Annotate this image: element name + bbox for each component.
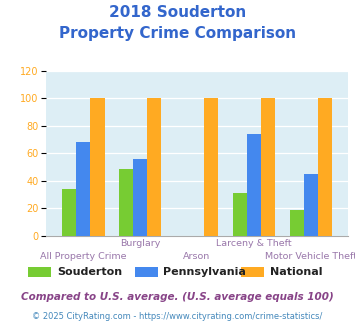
Text: Motor Vehicle Theft: Motor Vehicle Theft bbox=[265, 252, 355, 261]
Text: Property Crime Comparison: Property Crime Comparison bbox=[59, 26, 296, 41]
Bar bbox=[247, 134, 261, 236]
Bar bbox=[147, 98, 162, 236]
Bar bbox=[204, 98, 218, 236]
Bar bbox=[318, 98, 332, 236]
Text: National: National bbox=[270, 267, 322, 277]
Bar bbox=[304, 174, 318, 236]
Bar bbox=[90, 98, 104, 236]
Bar bbox=[76, 143, 90, 236]
Text: Compared to U.S. average. (U.S. average equals 100): Compared to U.S. average. (U.S. average … bbox=[21, 292, 334, 302]
Bar bbox=[290, 210, 304, 236]
Bar bbox=[133, 159, 147, 236]
Text: Arson: Arson bbox=[184, 252, 211, 261]
Text: 2018 Souderton: 2018 Souderton bbox=[109, 5, 246, 20]
Text: © 2025 CityRating.com - https://www.cityrating.com/crime-statistics/: © 2025 CityRating.com - https://www.city… bbox=[32, 312, 323, 321]
Bar bbox=[261, 98, 275, 236]
Bar bbox=[62, 189, 76, 236]
Text: Pennsylvania: Pennsylvania bbox=[163, 267, 246, 277]
Text: Burglary: Burglary bbox=[120, 239, 160, 248]
Text: Souderton: Souderton bbox=[57, 267, 122, 277]
Bar bbox=[233, 193, 247, 236]
Text: Larceny & Theft: Larceny & Theft bbox=[216, 239, 292, 248]
Bar bbox=[119, 169, 133, 236]
Text: All Property Crime: All Property Crime bbox=[40, 252, 126, 261]
